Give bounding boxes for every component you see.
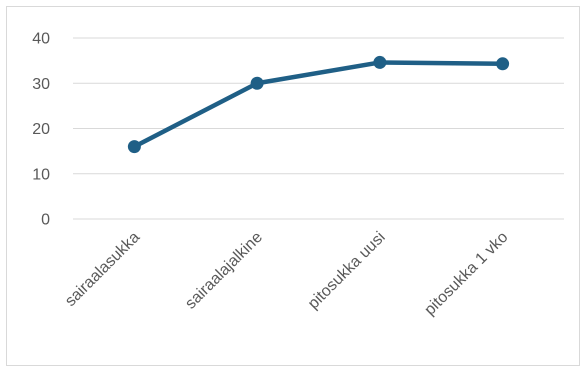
y-tick-label: 30 (32, 76, 50, 93)
y-tick-label: 40 (32, 31, 50, 48)
y-axis-tick-labels: 0 10 20 30 40 (32, 31, 50, 229)
chart-area (6, 6, 580, 366)
y-tick-label: 0 (41, 212, 50, 229)
x-tick-label: pitosukka uusi (305, 229, 389, 313)
x-axis-tick-labels: sairaalasukka sairaalajalkine pitosukka uu… (62, 229, 512, 319)
series-line-group (127, 55, 510, 154)
series-line (132, 60, 505, 149)
x-tick-label: pitosukka 1 vko (421, 229, 511, 319)
y-tick-label: 10 (32, 166, 50, 183)
y-tick-label: 20 (32, 121, 50, 138)
gridlines (73, 37, 564, 220)
data-point (127, 140, 141, 154)
x-tick-label: sairaalajalkine (182, 229, 266, 313)
data-point (250, 76, 264, 90)
x-tick-label: sairaalasukka (62, 229, 143, 310)
data-point (496, 57, 510, 71)
data-point (373, 55, 387, 69)
